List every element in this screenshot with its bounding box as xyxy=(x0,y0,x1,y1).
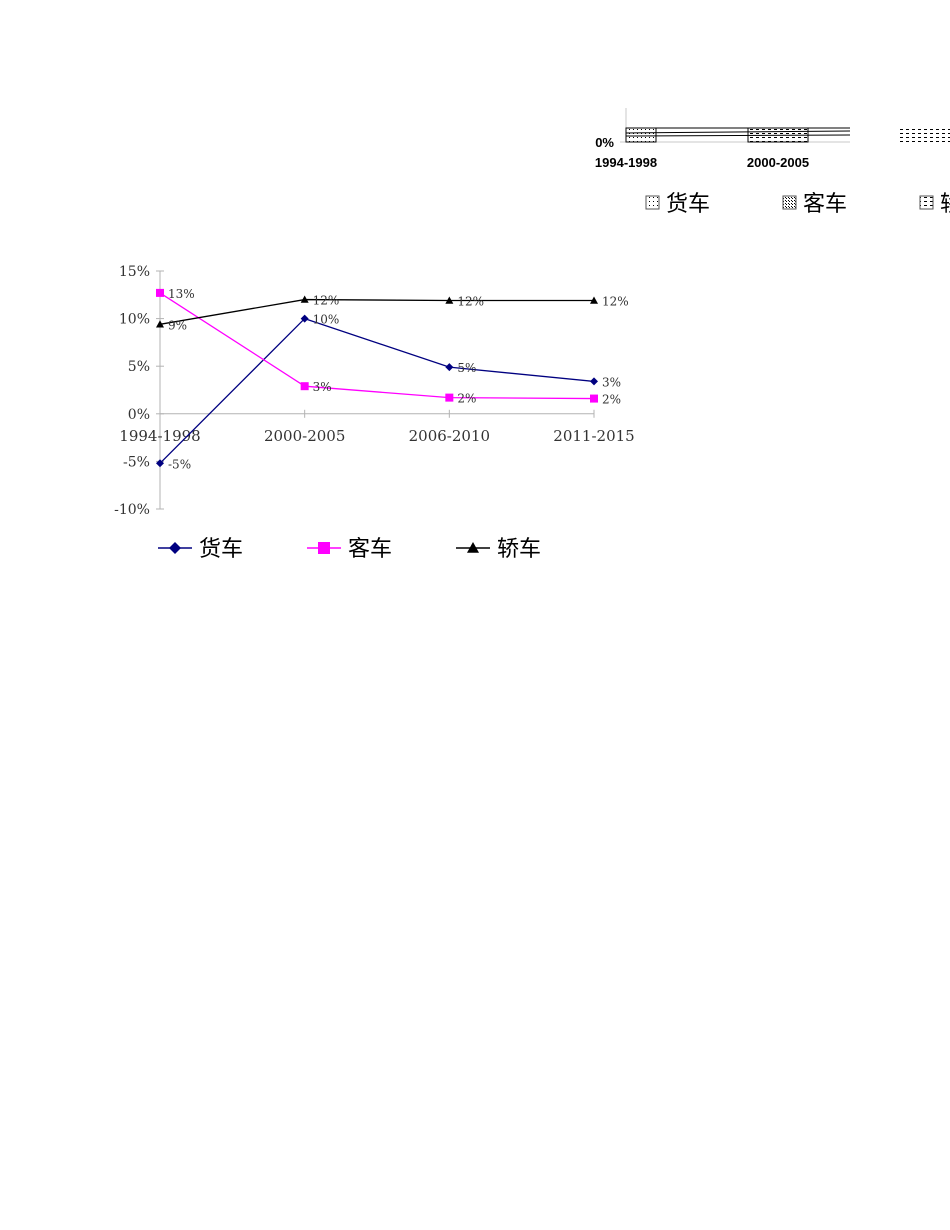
data-point-marker xyxy=(300,295,309,303)
data-point-marker xyxy=(318,542,330,554)
series-line xyxy=(159,292,595,400)
data-label: -5% xyxy=(168,457,191,471)
bar-legend: 货车 客车 轿车 xyxy=(645,192,950,217)
data-point-marker xyxy=(590,394,598,403)
bar-connector xyxy=(625,130,851,134)
data-point-marker xyxy=(590,296,598,304)
data-point-marker xyxy=(445,393,454,402)
line-y-tick-label: 0% xyxy=(128,407,150,423)
data-point-marker xyxy=(445,296,454,304)
bar-y-tick-label: 0% xyxy=(595,135,614,150)
legend-label: 货车 xyxy=(199,537,243,562)
legend-label: 轿车 xyxy=(497,537,541,562)
line-axes: 15% 10% 5% 0% -5% -10% 1994-1998 2000-2005 2006-… xyxy=(114,264,635,518)
line-y-tick-label: 15% xyxy=(119,264,150,280)
line-series-square: 13% 3% 2% 2% xyxy=(156,287,621,407)
bar-chart: 0% 1994-1998 2000-2005 货车 客车 轿车 xyxy=(595,108,950,217)
line-y-tick-label: 5% xyxy=(128,359,150,375)
bar-legend-swatch xyxy=(782,195,797,210)
line-series-diamond: -5% 10% 5% 3% xyxy=(156,313,621,471)
line-y-tick-label: -5% xyxy=(123,454,150,470)
data-label: 3% xyxy=(313,380,332,394)
bar-connector xyxy=(625,134,851,137)
line-x-tick-label: 1994-1998 xyxy=(119,427,200,445)
data-point-marker xyxy=(590,377,598,386)
data-label: 5% xyxy=(457,361,476,375)
bar-segment xyxy=(625,127,657,143)
data-point-marker xyxy=(156,320,164,328)
bar-legend-swatch xyxy=(645,195,660,210)
data-point-marker xyxy=(300,382,309,391)
bar-legend-label: 货车 xyxy=(666,192,710,217)
bar-x-tick-label: 2000-2005 xyxy=(747,155,809,170)
data-point-marker xyxy=(445,363,454,372)
line-series-group: -5% 10% 5% 3% 13% 3% 2% 2% 9% 12% 12% 12% xyxy=(156,287,629,471)
line-x-tick-label: 2006-2010 xyxy=(409,427,490,445)
bar-segment xyxy=(900,128,950,142)
bar-legend-swatch xyxy=(919,195,934,210)
legend-label: 客车 xyxy=(348,537,392,562)
data-label: 10% xyxy=(313,313,340,327)
line-x-tick-label: 2011-2015 xyxy=(553,427,634,445)
line-legend: 货车 客车 轿车 xyxy=(158,537,541,562)
data-point-marker xyxy=(467,542,479,553)
line-series-triangle: 9% 12% 12% 12% xyxy=(156,294,629,332)
bar-legend-label: 客车 xyxy=(803,192,847,217)
data-label: 12% xyxy=(602,295,629,309)
series-line xyxy=(159,317,595,464)
data-point-marker xyxy=(156,459,164,468)
data-point-marker xyxy=(169,542,181,554)
data-label: 2% xyxy=(457,392,476,406)
line-x-tick-label: 2000-2005 xyxy=(264,427,345,445)
bar-x-tick-label: 1994-1998 xyxy=(595,155,657,170)
line-chart: 15% 10% 5% 0% -5% -10% 1994-1998 2000-2005 2006-… xyxy=(114,264,635,562)
data-label: 13% xyxy=(168,287,195,301)
line-y-tick-label: -10% xyxy=(114,502,150,518)
data-label: 2% xyxy=(602,393,621,407)
data-label: 3% xyxy=(602,375,621,389)
data-point-marker xyxy=(156,288,164,297)
line-y-tick-label: 10% xyxy=(119,312,150,328)
series-line xyxy=(159,298,594,325)
data-label: 12% xyxy=(313,294,340,308)
bar-legend-label: 轿车 xyxy=(940,192,950,217)
data-point-marker xyxy=(300,314,309,323)
data-label: 9% xyxy=(168,318,187,332)
data-label: 12% xyxy=(457,295,484,309)
